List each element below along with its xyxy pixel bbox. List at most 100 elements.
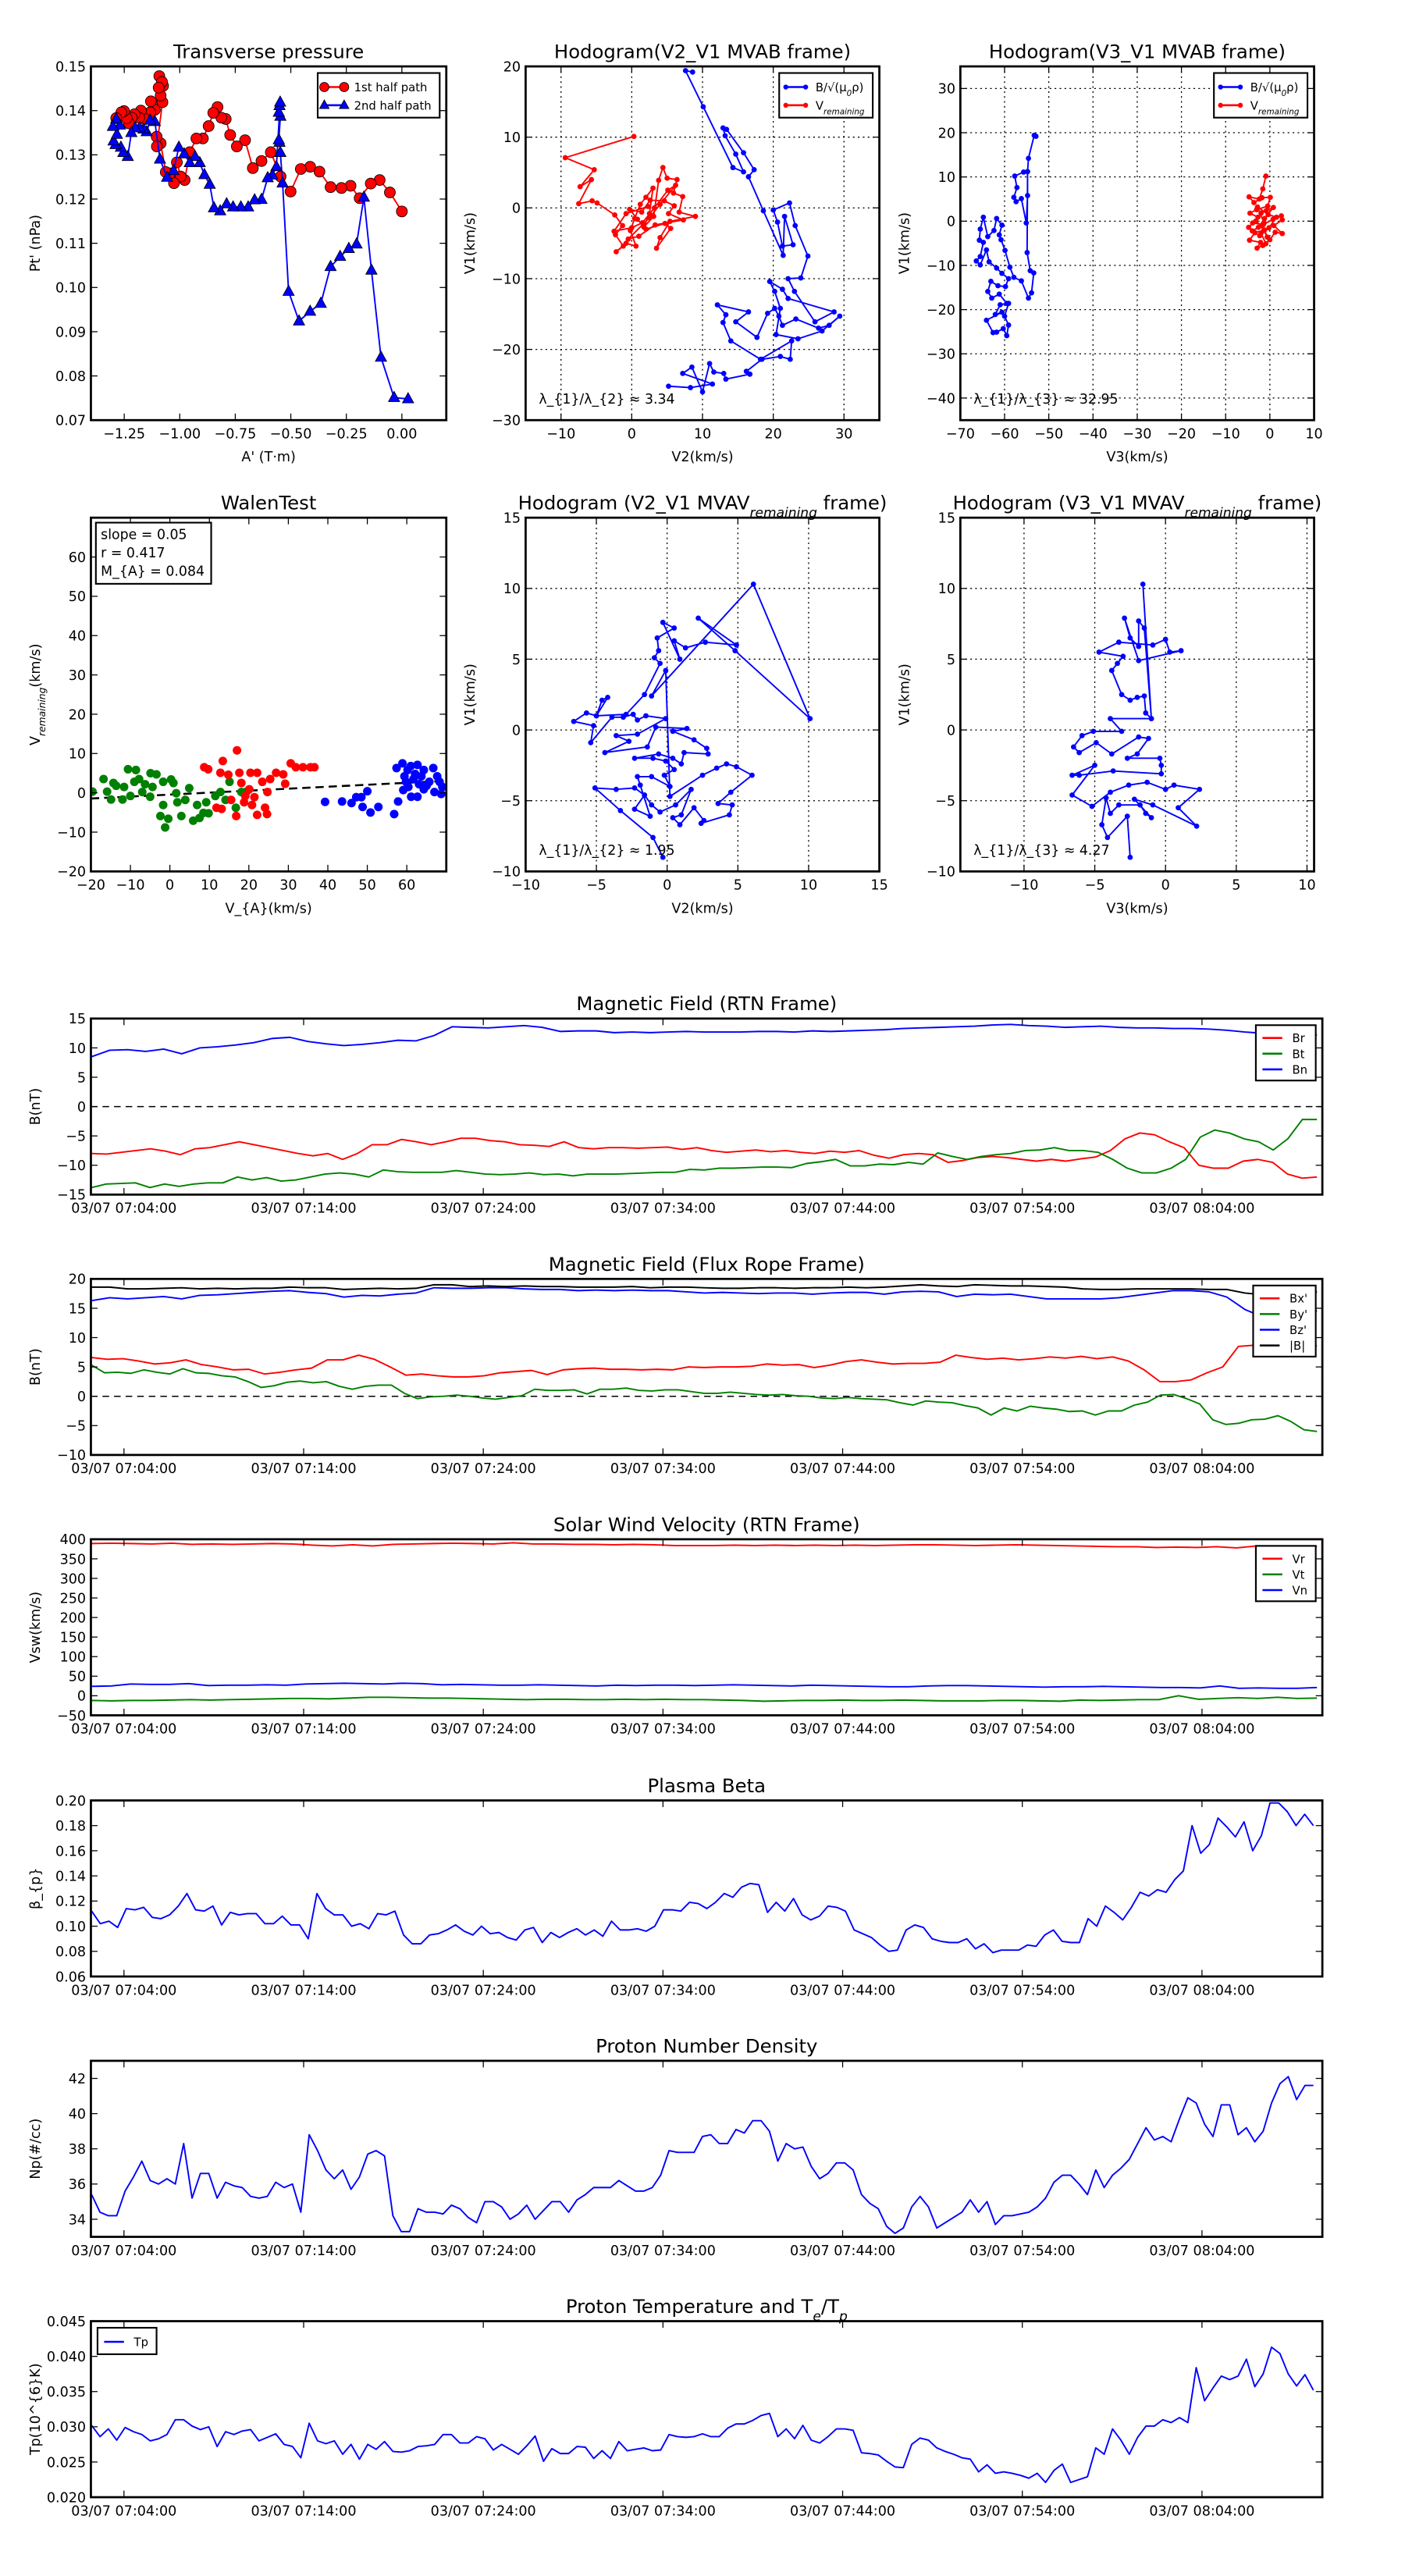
data-point bbox=[777, 305, 784, 311]
legend-label: B/√(μ0ρ) bbox=[816, 81, 864, 98]
data-point bbox=[401, 777, 411, 787]
data-point bbox=[798, 275, 804, 281]
y-axis-label: V1(km/s) bbox=[463, 664, 478, 725]
data-point bbox=[628, 225, 635, 231]
data-point bbox=[714, 302, 720, 308]
legend-label: Br bbox=[1292, 1032, 1305, 1045]
x-tick-label: 03/07 08:04:00 bbox=[1149, 1461, 1254, 1477]
series-line bbox=[564, 135, 696, 253]
data-point bbox=[1141, 693, 1147, 699]
legend-item: Bz' bbox=[1259, 1324, 1307, 1337]
data-point bbox=[272, 133, 286, 144]
data-point bbox=[248, 193, 261, 205]
axes-frame bbox=[90, 1799, 1324, 1978]
x-tick-label: 03/07 07:04:00 bbox=[71, 1983, 176, 1998]
x-tick-label: 03/07 07:54:00 bbox=[969, 1201, 1075, 1217]
y-tick-label: 15 bbox=[503, 511, 521, 527]
stats-line: r = 0.417 bbox=[101, 546, 165, 561]
data-point bbox=[220, 197, 233, 208]
data-point bbox=[130, 777, 139, 787]
data-point bbox=[609, 714, 615, 720]
data-point bbox=[667, 784, 673, 789]
series-2nd-half-path bbox=[106, 95, 414, 404]
data-point bbox=[1148, 716, 1154, 721]
data-point bbox=[754, 334, 760, 340]
data-point bbox=[812, 318, 818, 325]
data-point bbox=[279, 770, 288, 779]
data-point bbox=[140, 780, 150, 789]
data-point bbox=[1127, 697, 1133, 703]
data-point bbox=[984, 247, 990, 253]
data-point bbox=[1013, 199, 1019, 205]
axes-frame bbox=[90, 516, 448, 873]
data-point bbox=[642, 692, 648, 698]
data-point bbox=[720, 125, 726, 131]
data-point bbox=[651, 655, 657, 661]
series-vt bbox=[91, 1695, 1318, 1703]
data-point bbox=[635, 774, 641, 780]
x-tick-label: 0 bbox=[663, 878, 671, 894]
y-tick-label: −5 bbox=[500, 794, 521, 809]
data-point bbox=[635, 216, 641, 222]
data-point bbox=[1108, 667, 1115, 674]
data-point bbox=[180, 795, 190, 805]
x-tick-label: 03/07 07:34:00 bbox=[610, 1983, 716, 1998]
x-tick-label: 03/07 08:04:00 bbox=[1149, 1983, 1254, 1998]
data-point bbox=[985, 289, 991, 294]
y-tick-label: −50 bbox=[57, 1709, 86, 1724]
data-point bbox=[1264, 203, 1271, 209]
data-point bbox=[781, 213, 788, 219]
data-point bbox=[989, 295, 994, 301]
y-tick-label: 0.20 bbox=[55, 1794, 86, 1809]
legend-label: B/√(μ0ρ) bbox=[1250, 81, 1299, 98]
data-point bbox=[706, 361, 713, 367]
axes-frame bbox=[90, 2059, 1324, 2238]
data-point bbox=[670, 755, 676, 761]
chart-title: Hodogram(V2_V1 MVAB frame) bbox=[554, 40, 851, 62]
legend-marker bbox=[783, 102, 788, 108]
data-point bbox=[661, 772, 667, 778]
subscript: remaining bbox=[37, 687, 48, 736]
x-tick-label: 03/07 07:24:00 bbox=[431, 1201, 536, 1217]
data-point bbox=[723, 311, 729, 318]
x-tick-label: −1.25 bbox=[103, 427, 145, 443]
subscript: p bbox=[838, 2309, 848, 2325]
magnetic-field-rtn-panel: 03/07 07:04:00 03/07 07:14:00 03/07 07:24:… bbox=[28, 992, 1324, 1217]
data-point bbox=[144, 95, 157, 108]
legend-marker bbox=[802, 84, 809, 90]
data-point bbox=[656, 751, 662, 757]
data-point bbox=[215, 768, 225, 777]
data-point bbox=[772, 305, 777, 311]
data-point bbox=[702, 639, 709, 646]
data-point bbox=[988, 278, 994, 284]
x-tick-label: 03/07 07:44:00 bbox=[790, 1722, 895, 1738]
data-point bbox=[667, 226, 674, 232]
y-tick-label: 50 bbox=[69, 589, 86, 605]
data-point bbox=[831, 309, 837, 315]
x-tick-label: 15 bbox=[870, 878, 887, 894]
y-tick-label: 10 bbox=[938, 170, 955, 186]
data-point bbox=[649, 693, 655, 699]
data-point bbox=[273, 95, 286, 107]
x-tick-label: 03/07 07:44:00 bbox=[790, 2503, 895, 2519]
data-point bbox=[678, 812, 685, 818]
data-point bbox=[1273, 214, 1279, 220]
data-point bbox=[1258, 210, 1264, 216]
plot-area bbox=[91, 2076, 1314, 2234]
data-point bbox=[785, 276, 791, 282]
y-axis-label: β_{p} bbox=[28, 1867, 44, 1909]
legend-item: B/√(μ0ρ) bbox=[1218, 81, 1298, 98]
x-tick-label: 03/07 07:24:00 bbox=[431, 1722, 536, 1738]
subscript: remaining bbox=[750, 506, 818, 521]
plot-area bbox=[91, 745, 446, 832]
data-point bbox=[1020, 169, 1026, 175]
y-tick-label: 0.12 bbox=[55, 192, 86, 208]
chart-title: Hodogram (V3_V1 MVAVremaining frame) bbox=[953, 492, 1322, 521]
data-point bbox=[680, 194, 686, 200]
x-tick-label: 03/07 07:04:00 bbox=[71, 2503, 176, 2519]
legend-item: B/√(μ0ρ) bbox=[783, 81, 864, 98]
legend: Br Bt Bn bbox=[1254, 1024, 1317, 1082]
data-point bbox=[631, 755, 638, 761]
data-point bbox=[612, 212, 618, 218]
data-point bbox=[202, 120, 215, 132]
